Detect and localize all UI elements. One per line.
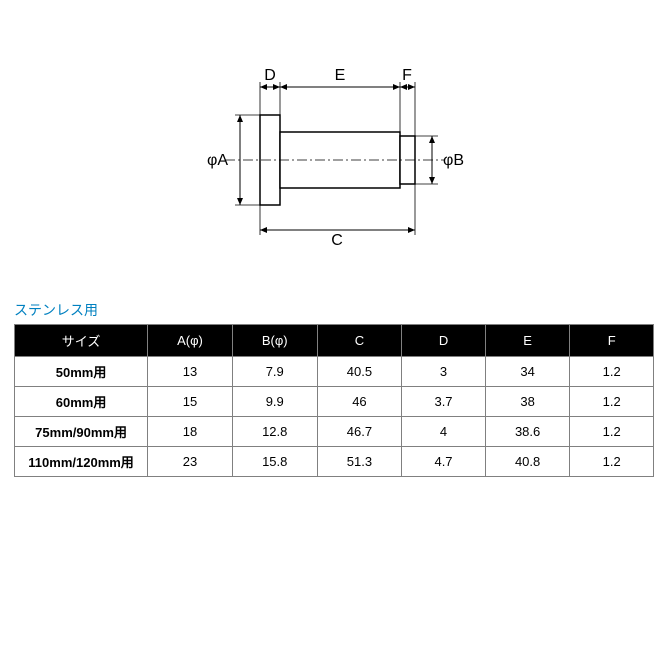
table-header-cell: E xyxy=(485,325,570,357)
table-header-cell: B(φ) xyxy=(232,325,317,357)
table-cell: 15 xyxy=(148,387,233,417)
D-label: D xyxy=(264,67,276,84)
table-header-cell: F xyxy=(570,325,654,357)
table-cell: 40.5 xyxy=(317,357,402,387)
table-header-row: サイズA(φ)B(φ)CDEF xyxy=(15,325,654,357)
table-header-cell: D xyxy=(402,325,486,357)
table-cell: 1.2 xyxy=(570,447,654,477)
table-cell: 34 xyxy=(485,357,570,387)
E-label: E xyxy=(334,67,345,84)
diagram-svg: φA φB C D E F xyxy=(170,40,490,260)
table-row: 75mm/90mm用1812.846.7438.61.2 xyxy=(15,417,654,447)
table-cell: 50mm用 xyxy=(15,357,148,387)
table-cell: 4.7 xyxy=(402,447,486,477)
table-cell: 38 xyxy=(485,387,570,417)
table-cell: 110mm/120mm用 xyxy=(15,447,148,477)
section-title: ステンレス用 xyxy=(14,300,649,320)
table-cell: 46.7 xyxy=(317,417,402,447)
C-label: C xyxy=(331,232,343,249)
table-cell: 1.2 xyxy=(570,387,654,417)
table-cell: 75mm/90mm用 xyxy=(15,417,148,447)
table-cell: 9.9 xyxy=(232,387,317,417)
table-cell: 46 xyxy=(317,387,402,417)
table-cell: 60mm用 xyxy=(15,387,148,417)
table-cell: 40.8 xyxy=(485,447,570,477)
table-cell: 1.2 xyxy=(570,417,654,447)
table-cell: 51.3 xyxy=(317,447,402,477)
dimension-table: サイズA(φ)B(φ)CDEF 50mm用137.940.53341.260mm… xyxy=(14,324,654,477)
table-cell: 1.2 xyxy=(570,357,654,387)
table-cell: 13 xyxy=(148,357,233,387)
F-label: F xyxy=(402,67,412,84)
table-cell: 18 xyxy=(148,417,233,447)
table-header-cell: C xyxy=(317,325,402,357)
table-row: 110mm/120mm用2315.851.34.740.81.2 xyxy=(15,447,654,477)
table-cell: 15.8 xyxy=(232,447,317,477)
table-cell: 23 xyxy=(148,447,233,477)
table-cell: 12.8 xyxy=(232,417,317,447)
phiA-label: φA xyxy=(206,152,227,169)
table-cell: 4 xyxy=(402,417,486,447)
table-row: 50mm用137.940.53341.2 xyxy=(15,357,654,387)
table-cell: 7.9 xyxy=(232,357,317,387)
phiB-label: φB xyxy=(443,152,464,169)
table-header-cell: サイズ xyxy=(15,325,148,357)
table-cell: 3 xyxy=(402,357,486,387)
table-cell: 38.6 xyxy=(485,417,570,447)
table-header-cell: A(φ) xyxy=(148,325,233,357)
table-cell: 3.7 xyxy=(402,387,486,417)
technical-diagram: φA φB C D E F xyxy=(10,40,649,260)
table-row: 60mm用159.9463.7381.2 xyxy=(15,387,654,417)
